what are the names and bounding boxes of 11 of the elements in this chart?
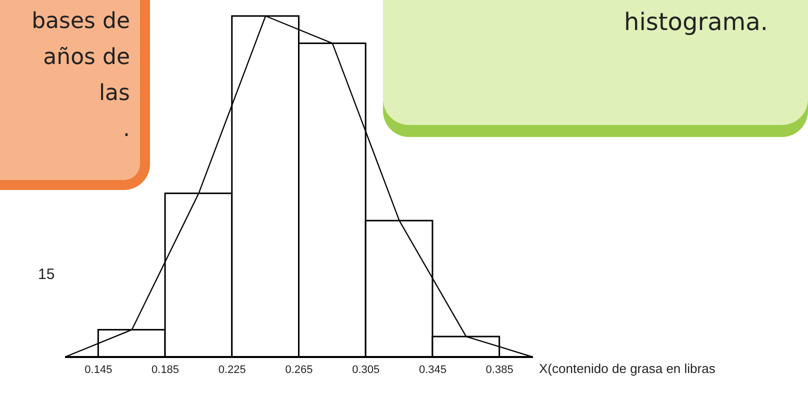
- x-tick-label: 0.185: [152, 364, 180, 376]
- x-tick-label: 0.265: [285, 364, 313, 376]
- x-tick-label: 0.345: [418, 364, 446, 376]
- x-tick-label: 0.225: [218, 364, 246, 376]
- x-tick-label: 0.385: [486, 364, 514, 376]
- x-axis-title: X(contenido de grasa en libras: [539, 361, 716, 376]
- text: 15: [38, 266, 55, 283]
- text-card: bases de años de las .: [0, 0, 150, 190]
- x-tick-label: 0.145: [84, 364, 112, 376]
- text-card: histograma.: [383, 0, 808, 125]
- x-tick-label: 0.305: [352, 364, 380, 376]
